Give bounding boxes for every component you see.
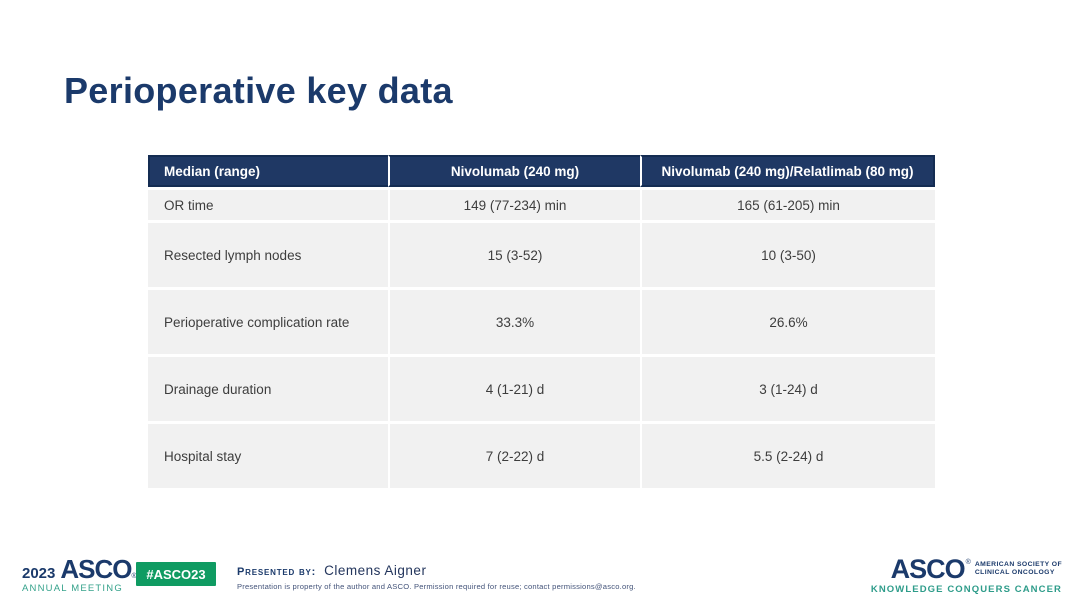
registered-mark: ®	[965, 559, 971, 566]
meeting-year: 2023	[22, 565, 56, 582]
asco-annual-meeting-logo: 2023 ASCO ® ANNUAL MEETING	[22, 554, 137, 594]
slide-footer: 2023 ASCO ® ANNUAL MEETING #ASCO23 Prese…	[0, 553, 1080, 608]
table-row: Perioperative complication rate 33.3% 26…	[148, 287, 935, 354]
column-header-median-range: Median (range)	[148, 155, 388, 187]
presented-by-block: Presented by: Clemens Aigner Presentatio…	[237, 563, 636, 591]
asco-society-logo: ASCO ® AMERICAN SOCIETY OF CLINICAL ONCO…	[870, 554, 1062, 596]
row-label: Perioperative complication rate	[148, 287, 388, 354]
cell-nivolumab-relatlimab: 165 (61-205) min	[640, 187, 935, 220]
asco-wordmark: ASCO	[60, 554, 132, 584]
asco-tagline: KNOWLEDGE CONQUERS CANCER	[870, 584, 1062, 595]
cell-nivolumab-relatlimab: 5.5 (2-24) d	[640, 421, 935, 488]
permission-text: Presentation is property of the author a…	[237, 582, 636, 591]
cell-nivolumab: 7 (2-22) d	[388, 421, 640, 488]
presented-by-label: Presented by:	[237, 566, 317, 578]
hashtag-badge: #ASCO23	[136, 562, 216, 586]
page-title: Perioperative key data	[64, 70, 453, 111]
society-name-line2: CLINICAL ONCOLOGY	[974, 569, 1055, 576]
presenter-name: Clemens Aigner	[324, 563, 427, 578]
registered-mark: ®	[131, 573, 137, 580]
table-header-row: Median (range) Nivolumab (240 mg) Nivolu…	[148, 155, 935, 187]
perioperative-data-table: Median (range) Nivolumab (240 mg) Nivolu…	[148, 155, 935, 488]
cell-nivolumab-relatlimab: 10 (3-50)	[640, 220, 935, 287]
asco-wordmark: ASCO	[890, 554, 966, 584]
table-row: Hospital stay 7 (2-22) d 5.5 (2-24) d	[148, 421, 935, 488]
cell-nivolumab: 33.3%	[388, 287, 640, 354]
cell-nivolumab: 4 (1-21) d	[388, 354, 640, 421]
cell-nivolumab: 149 (77-234) min	[388, 187, 640, 220]
table-row: Drainage duration 4 (1-21) d 3 (1-24) d	[148, 354, 935, 421]
row-label: Resected lymph nodes	[148, 220, 388, 287]
society-name: AMERICAN SOCIETY OF CLINICAL ONCOLOGY	[975, 561, 1062, 578]
society-name-line1: AMERICAN SOCIETY OF	[974, 560, 1062, 568]
annual-meeting-label: ANNUAL MEETING	[22, 583, 123, 594]
column-header-nivolumab-relatlimab: Nivolumab (240 mg)/Relatlimab (80 mg)	[640, 155, 935, 187]
cell-nivolumab-relatlimab: 3 (1-24) d	[640, 354, 935, 421]
cell-nivolumab-relatlimab: 26.6%	[640, 287, 935, 354]
table-row: OR time 149 (77-234) min 165 (61-205) mi…	[148, 187, 935, 220]
row-label: Drainage duration	[148, 354, 388, 421]
row-label: Hospital stay	[148, 421, 388, 488]
row-label: OR time	[148, 187, 388, 220]
table-row: Resected lymph nodes 15 (3-52) 10 (3-50)	[148, 220, 935, 287]
column-header-nivolumab: Nivolumab (240 mg)	[388, 155, 640, 187]
cell-nivolumab: 15 (3-52)	[388, 220, 640, 287]
